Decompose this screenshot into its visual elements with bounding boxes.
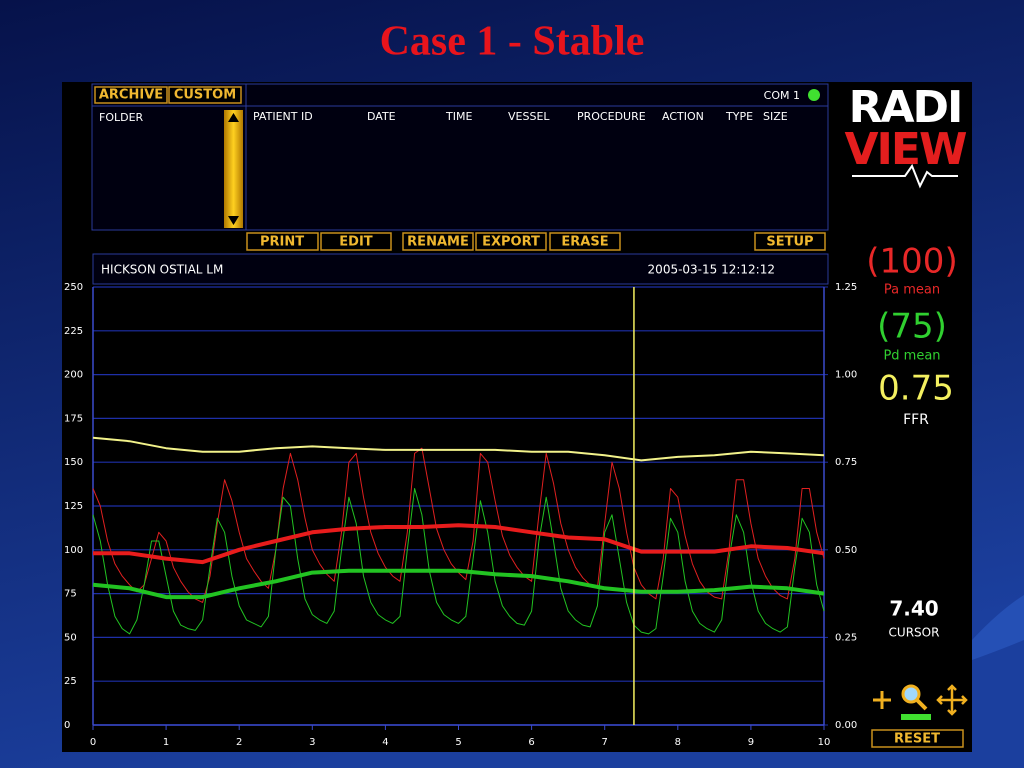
y-tick-label: 225 (64, 326, 83, 337)
y-tick-label: 50 (64, 632, 77, 643)
zoom-in-icon[interactable] (873, 691, 891, 709)
tab-label[interactable]: ARCHIVE (99, 88, 163, 103)
button-label[interactable]: EXPORT (482, 235, 540, 250)
x-tick-label: 7 (602, 737, 608, 748)
x-tick-label: 9 (748, 737, 754, 748)
chart-title: HICKSON OSTIAL LM (101, 263, 223, 277)
tab-label[interactable]: CUSTOM (174, 88, 236, 103)
button[interactable] (475, 232, 547, 251)
y2-tick-label: 0.00 (835, 720, 857, 731)
series-line (92, 436, 825, 462)
ffr-value: 0.75 (878, 369, 954, 409)
column-header: DATE (367, 110, 396, 123)
button[interactable] (402, 232, 474, 251)
slide-title: Case 1 - Stable (380, 19, 645, 65)
magnifier-handle[interactable] (915, 698, 928, 711)
pa-label: Pa mean (884, 283, 940, 298)
y2-tick-label: 0.25 (835, 632, 857, 643)
ffr-label: FFR (903, 412, 929, 428)
column-header: TYPE (725, 110, 753, 123)
reset-label[interactable]: RESET (894, 732, 940, 747)
tab[interactable] (94, 86, 168, 104)
y-tick-label: 200 (64, 370, 83, 381)
button-label[interactable]: PRINT (260, 235, 304, 250)
y-tick-label: 100 (64, 545, 83, 556)
y-tick-label: 0 (64, 720, 70, 731)
x-tick-label: 1 (163, 737, 169, 748)
timestamp: 2005-03-15 12:12:12 (648, 263, 775, 277)
y-tick-label: 25 (64, 676, 77, 687)
column-header: SIZE (763, 110, 788, 123)
active-indicator (901, 714, 931, 720)
pd-label: Pd mean (883, 349, 940, 364)
pan-icon[interactable] (936, 684, 968, 716)
column-header: VESSEL (508, 110, 550, 123)
x-tick-label: 5 (455, 737, 461, 748)
reset-button[interactable] (871, 729, 964, 748)
column-header: TIME (445, 110, 472, 123)
button-label[interactable]: EDIT (339, 235, 373, 250)
x-tick-label: 0 (90, 737, 96, 748)
y2-tick-label: 0.75 (835, 457, 857, 468)
y-tick-label: 250 (64, 282, 83, 293)
series-line (92, 568, 825, 600)
chart-header (92, 253, 829, 285)
logo-bottom: VIEW (844, 124, 966, 175)
tab[interactable] (168, 86, 242, 104)
y-tick-label: 175 (64, 413, 83, 424)
logo-top: RADI (849, 82, 962, 133)
series-line (93, 523, 825, 565)
logo-pulse (852, 163, 958, 189)
column-header: ACTION (662, 110, 704, 123)
folder-label: FOLDER (99, 111, 144, 124)
archive-panel (91, 83, 829, 231)
series-line (92, 488, 825, 635)
x-tick-label: 3 (309, 737, 315, 748)
button-label[interactable]: RENAME (407, 235, 469, 250)
y-tick-label: 125 (64, 501, 83, 512)
y2-tick-label: 1.00 (835, 370, 857, 381)
status-led (808, 89, 820, 101)
x-tick-label: 10 (818, 737, 831, 748)
button-label[interactable]: ERASE (561, 235, 608, 250)
button[interactable] (754, 232, 826, 251)
plot: 02550751001251501752002252500.000.250.50… (64, 282, 857, 748)
cursor-value: 7.40 (889, 597, 938, 621)
magnifier-icon[interactable] (901, 684, 921, 704)
button[interactable] (320, 232, 392, 251)
column-header: PATIENT ID (253, 110, 313, 123)
x-tick-label: 6 (528, 737, 534, 748)
x-tick-label: 2 (236, 737, 242, 748)
button[interactable] (246, 232, 319, 251)
cursor-label: CURSOR (889, 626, 940, 640)
button-label[interactable]: SETUP (766, 235, 813, 250)
pd-value: (75) (877, 307, 947, 347)
y2-tick-label: 1.25 (835, 282, 857, 293)
x-tick-label: 4 (382, 737, 388, 748)
x-tick-label: 8 (675, 737, 681, 748)
swoosh (972, 595, 1024, 660)
scrollbar[interactable] (224, 110, 243, 228)
pa-value: (100) (866, 242, 957, 282)
y-tick-label: 150 (64, 457, 83, 468)
y-tick-label: 75 (64, 589, 77, 600)
port-label: COM 1 (764, 89, 800, 102)
button[interactable] (549, 232, 621, 251)
column-header: PROCEDURE (577, 110, 646, 123)
y2-tick-label: 0.50 (835, 545, 857, 556)
